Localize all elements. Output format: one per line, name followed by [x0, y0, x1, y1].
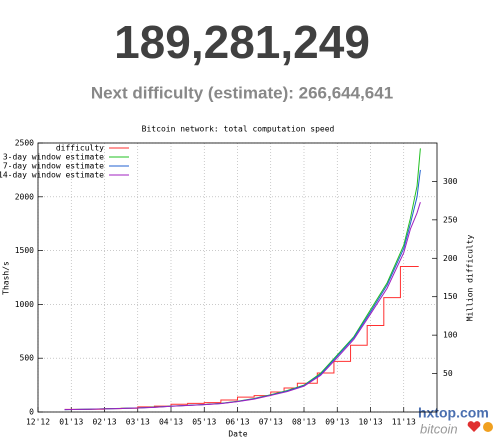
- y-tick-label: 500: [20, 354, 35, 363]
- y2-tick-label: 250: [443, 215, 458, 224]
- heart-icon: [467, 421, 481, 432]
- x-tick-label: 02'13: [92, 418, 116, 427]
- x-tick-label: 07'13: [259, 418, 283, 427]
- watermark-site: hxtop.com: [418, 405, 489, 421]
- y-tick-label: 0: [29, 408, 34, 417]
- next-difficulty: Next difficulty (estimate): 266,644,641: [91, 83, 393, 102]
- series-line: [64, 148, 421, 411]
- x-tick-label: 06'13: [225, 418, 249, 427]
- y2-tick-label: 100: [443, 331, 458, 340]
- legend-label: 14-day window estimate: [0, 171, 104, 180]
- y-tick-label: 1500: [15, 246, 34, 255]
- series-line: [64, 202, 421, 411]
- x-tick-label: 03'13: [126, 418, 150, 427]
- y2-tick-label: 50: [443, 369, 453, 378]
- coin-icon: [483, 422, 493, 432]
- series-line: [64, 169, 421, 411]
- x-tick-label: 12'12: [26, 418, 50, 427]
- plot-frame: [37, 142, 438, 413]
- y-tick-label: 2500: [15, 139, 34, 148]
- y-axis-label: Thash/s: [2, 261, 11, 295]
- x-tick-label: 04'13: [159, 418, 183, 427]
- y2-tick-label: 300: [443, 177, 458, 186]
- x-tick-label: 11'13: [392, 418, 416, 427]
- x-tick-label: 01'13: [59, 418, 83, 427]
- difficulty-value: 189,281,249: [114, 16, 370, 68]
- chart-title: Bitcoin network: total computation speed: [142, 125, 335, 134]
- y-tick-label: 2000: [15, 192, 34, 201]
- x-tick-label: 05'13: [192, 418, 216, 427]
- legend-label: 3-day window estimate: [3, 153, 104, 162]
- x-tick-label: 08'13: [292, 418, 316, 427]
- x-tick-label: 09'13: [325, 418, 349, 427]
- x-tick-label: 10'13: [358, 418, 382, 427]
- x-axis-label: Date: [228, 430, 247, 438]
- y2-tick-label: 200: [443, 254, 458, 263]
- series-line: [64, 266, 419, 410]
- y2-tick-label: 150: [443, 292, 458, 301]
- legend-label: 7-day window estimate: [3, 162, 104, 171]
- y-tick-label: 1000: [15, 300, 34, 309]
- watermark-brand: bitcoin: [420, 421, 458, 436]
- y2-axis-label: Million difficulty: [466, 234, 475, 321]
- legend-label: difficulty: [56, 144, 104, 153]
